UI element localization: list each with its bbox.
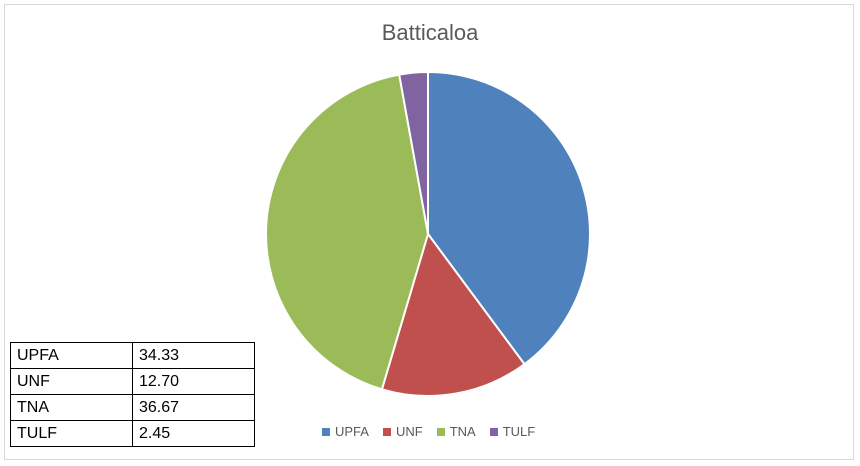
legend-label-unf: UNF [395, 424, 423, 439]
legend-swatch-unf [382, 427, 391, 436]
table-cell-value: 34.33 [132, 342, 255, 369]
values-table: UPFA 34.33 UNF 12.70 TNA 36.67 TULF 2.45 [10, 342, 255, 447]
table-row: TNA 36.67 [10, 394, 255, 421]
table-row: TULF 2.45 [10, 420, 255, 447]
legend-item-tulf: TULF [489, 424, 536, 439]
pie-slice-unf [380, 231, 526, 397]
table-cell-party: TNA [10, 394, 133, 421]
table-cell-value: 36.67 [132, 394, 255, 421]
legend-swatch-tulf [489, 427, 498, 436]
table-row: UPFA 34.33 [10, 342, 255, 369]
table-cell-value: 12.70 [132, 368, 255, 395]
legend-swatch-upfa [322, 427, 330, 436]
pie-slice-tulf [398, 70, 429, 235]
chart-title: Batticaloa [381, 20, 479, 45]
legend-item-upfa: UPFA [322, 424, 369, 439]
table-cell-party: UPFA [10, 342, 133, 369]
table-cell-party: UNF [10, 368, 133, 395]
legend-item-tna: TNA [436, 424, 476, 439]
legend-swatch-tna [436, 427, 445, 436]
chart-legend: UPFA UNF TNA TULF [322, 424, 535, 439]
legend-label-tulf: TULF [502, 424, 536, 439]
pie-slice-tna [265, 73, 430, 391]
pie-slice-upfa [427, 70, 591, 366]
table-cell-value: 2.45 [132, 420, 255, 447]
legend-label-upfa: UPFA [335, 424, 369, 439]
table-cell-party: TULF [10, 420, 133, 447]
table-row: UNF 12.70 [10, 368, 255, 395]
legend-label-tna: TNA [449, 424, 476, 439]
legend-item-unf: UNF [382, 424, 423, 439]
